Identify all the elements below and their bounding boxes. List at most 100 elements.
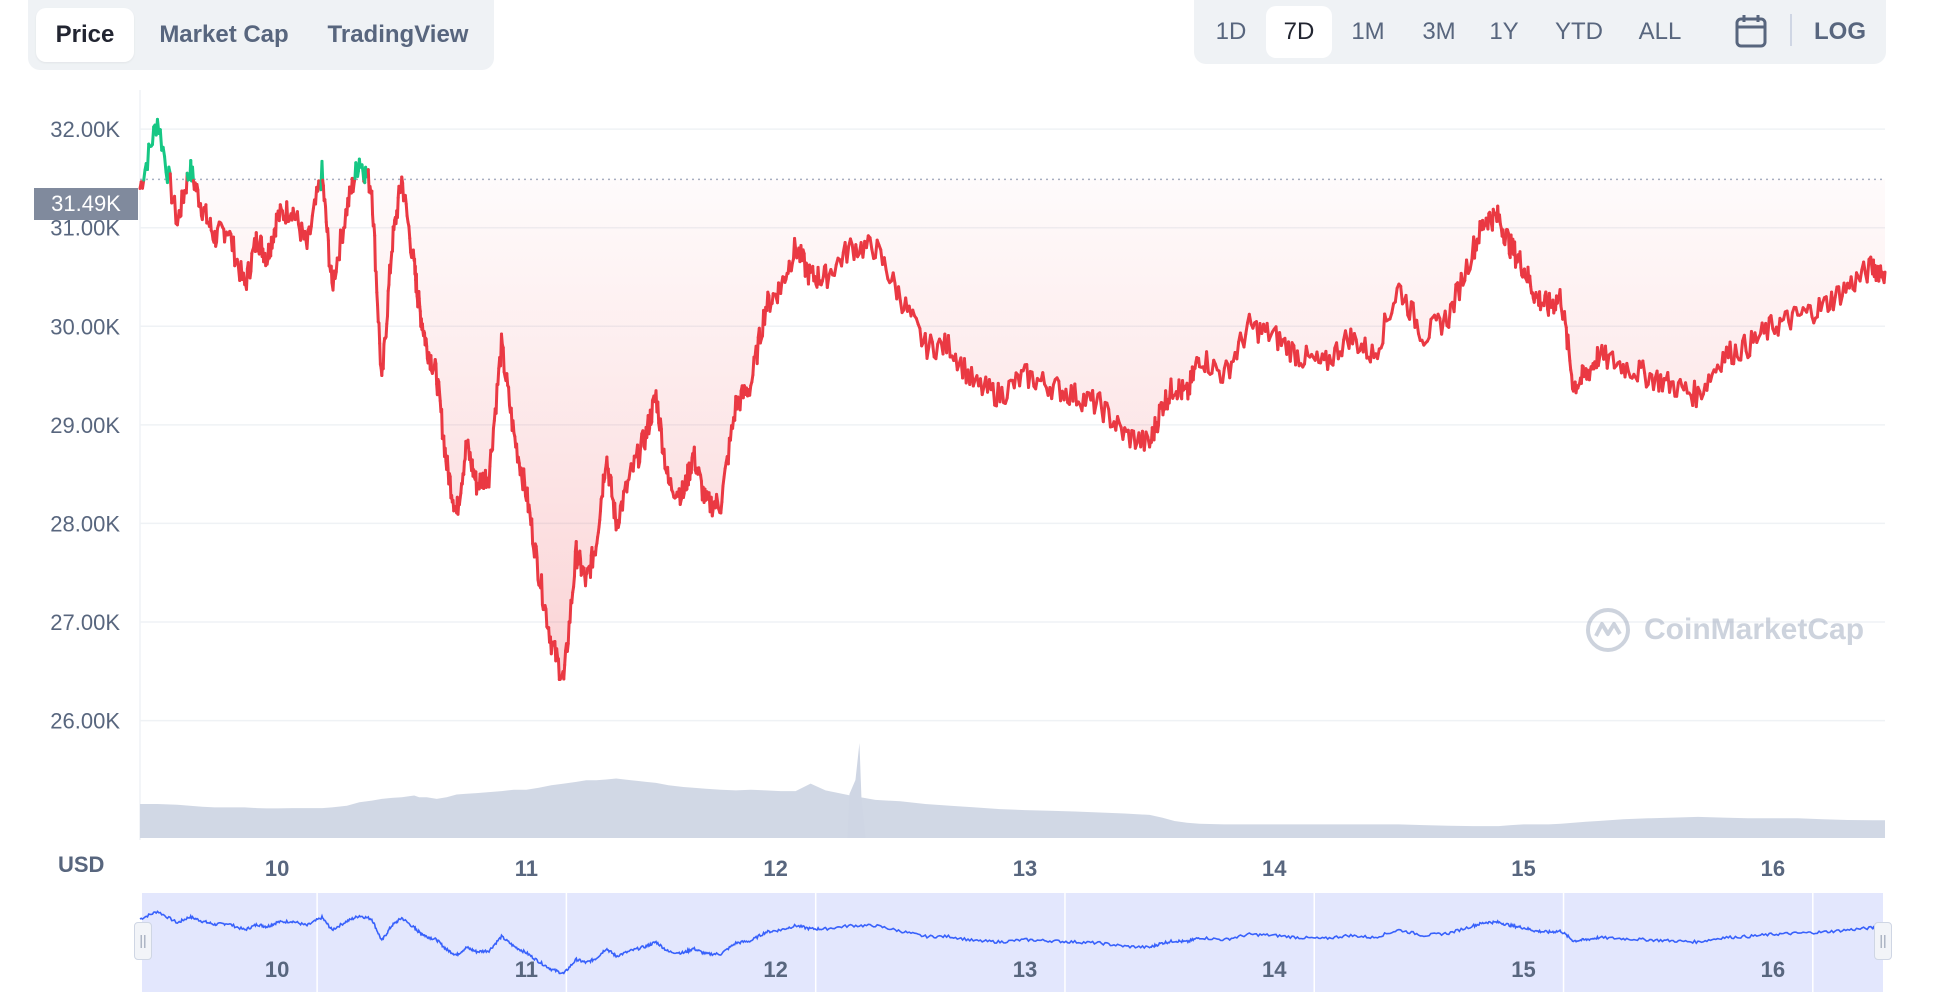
price-segment [1191, 366, 1196, 382]
price-segment [1340, 338, 1346, 358]
price-segment [540, 573, 544, 607]
price-segment [556, 657, 561, 682]
price-segment [1027, 369, 1032, 389]
price-segment [1107, 407, 1112, 429]
price-segment [534, 544, 539, 559]
range-1y[interactable]: 1Y [1489, 18, 1519, 45]
range-1m[interactable]: 1M [1351, 18, 1385, 45]
price-segment [1098, 391, 1104, 410]
price-segment [605, 455, 610, 471]
price-segment [1728, 340, 1734, 366]
price-segment [1668, 380, 1673, 394]
range-7d[interactable]: 7D [1266, 6, 1332, 58]
log-scale-toggle[interactable]: LOG [1814, 18, 1866, 45]
navigator[interactable]: 10 11 12 13 14 15 16 [139, 893, 1886, 992]
price-segment [1050, 383, 1055, 401]
x-tick-label: 14 [1262, 856, 1287, 881]
price-segment [1468, 257, 1474, 271]
price-segment [1528, 274, 1533, 288]
price-segment [1092, 402, 1098, 415]
price-segment [1675, 381, 1680, 398]
price-segment [662, 447, 667, 470]
price-segment [934, 342, 940, 361]
price-segment [487, 464, 492, 489]
price-segment [1865, 257, 1871, 284]
navigator-tick-label: 14 [1262, 957, 1287, 982]
range-1d[interactable]: 1D [1215, 18, 1247, 45]
price-segment [638, 443, 643, 464]
price-segment [591, 553, 595, 569]
price-segment [563, 649, 568, 667]
price-segment [1443, 309, 1449, 328]
price-segment [309, 214, 314, 228]
price-segment [1242, 332, 1248, 349]
price-segment [562, 663, 567, 681]
price-segment [864, 234, 870, 250]
y-tick-label: 27.00K [50, 610, 120, 635]
price-segment [1408, 300, 1413, 321]
x-tick-label: 16 [1761, 856, 1785, 881]
price-segment [639, 432, 644, 447]
price-segment [530, 517, 535, 546]
price-segment [142, 168, 147, 182]
price-segment [650, 399, 654, 424]
price-segment [1221, 366, 1226, 384]
price-segment [1808, 304, 1814, 319]
tab-tradingview[interactable]: TradingView [327, 21, 469, 48]
price-segment [598, 509, 602, 522]
navigator-left-handle[interactable]: || [134, 922, 152, 960]
price-segment [1288, 341, 1294, 363]
price-segment [726, 436, 731, 466]
price-segment [617, 504, 622, 524]
price-segment [1858, 268, 1864, 283]
price-segment [1247, 312, 1253, 326]
price-segment [1000, 385, 1006, 405]
price-segment [1742, 333, 1748, 353]
price-segment [1217, 369, 1223, 384]
price-segment [1331, 346, 1337, 367]
price-segment [158, 128, 164, 152]
price-segment [1497, 213, 1502, 226]
range-3m[interactable]: 3M [1422, 18, 1456, 45]
range-ytd[interactable]: YTD [1555, 18, 1603, 45]
price-segment [488, 448, 493, 468]
price-fill [140, 179, 1885, 680]
price-segment [374, 270, 379, 295]
price-segment [204, 203, 209, 225]
price-segment [568, 598, 573, 624]
price-segment [1128, 429, 1134, 449]
price-segment [440, 407, 444, 441]
price-segment [1427, 317, 1433, 340]
coinmarketcap-logo-icon [1586, 608, 1630, 652]
price-segment [370, 189, 375, 216]
price-segment [570, 590, 575, 605]
price-segment [1570, 373, 1575, 391]
price-segment [882, 256, 888, 272]
price-segment [1566, 333, 1571, 352]
price-segment [329, 264, 334, 285]
price-segment [1030, 370, 1036, 388]
price-segment [868, 236, 874, 251]
range-all[interactable]: ALL [1638, 18, 1682, 45]
price-segment [1518, 250, 1523, 270]
price-segment [1404, 293, 1410, 317]
price-segment [519, 466, 524, 481]
tab-price[interactable]: Price [36, 8, 134, 62]
navigator-right-handle[interactable]: || [1874, 922, 1892, 960]
price-segment [523, 480, 528, 498]
price-segment [918, 327, 924, 348]
price-segment [631, 454, 636, 473]
x-axis-labels: 10 11 12 13 14 15 16 [265, 856, 1785, 881]
price-segment [549, 641, 554, 656]
price-segment [1831, 296, 1837, 312]
tab-market-cap[interactable]: Market Cap [159, 21, 289, 48]
price-segment [1376, 347, 1381, 361]
price-segment [1415, 318, 1420, 336]
price-segment [1012, 371, 1018, 390]
calendar-icon[interactable] [1734, 12, 1768, 50]
price-segment [373, 234, 377, 273]
price-segment [1101, 400, 1107, 424]
price-segment [326, 226, 330, 243]
price-segment [372, 223, 377, 238]
